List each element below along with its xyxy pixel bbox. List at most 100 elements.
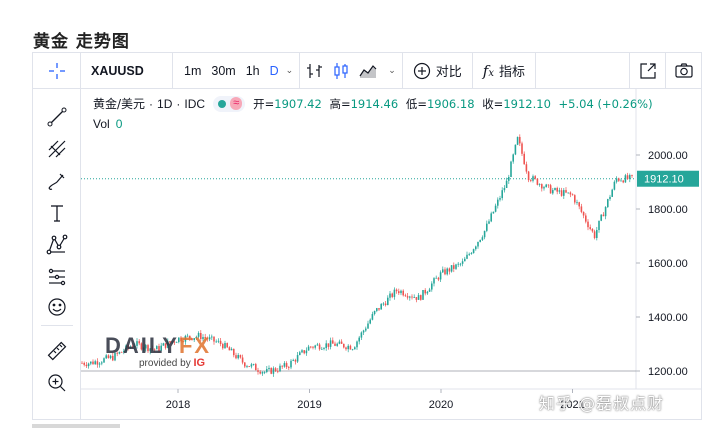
- candle-body: [98, 363, 101, 365]
- indicators-button[interactable]: fx 指标: [473, 52, 536, 89]
- candle-body: [312, 346, 314, 348]
- legend-interval: 1D: [157, 96, 173, 111]
- brush-tool[interactable]: [45, 169, 69, 193]
- chart-pane[interactable]: 2000.00 1800.00 1600.00 1400.00 1200.00 2018 2…: [81, 89, 701, 419]
- candle-body: [593, 231, 596, 238]
- compare-label: 对比: [435, 64, 462, 79]
- candle-body: [175, 342, 178, 343]
- text-tool[interactable]: [45, 201, 69, 225]
- candle-body: [486, 223, 488, 231]
- interval-1m[interactable]: 1m: [184, 63, 202, 78]
- candle-body: [376, 308, 378, 311]
- candle-body: [156, 346, 158, 350]
- legend-status-pill[interactable]: ≈: [213, 95, 246, 112]
- candle-body: [173, 341, 176, 343]
- candle-body: [92, 361, 94, 365]
- candle-body: [332, 340, 334, 344]
- chevron-down-icon[interactable]: ⌄: [388, 65, 396, 75]
- candle-body: [611, 189, 613, 197]
- crosshair-tool-button[interactable]: [33, 52, 81, 89]
- candle-body: [189, 335, 191, 339]
- candle-body: [488, 221, 490, 224]
- brush-icon: [48, 173, 65, 190]
- zoom-in-icon: [48, 374, 66, 392]
- symbol-search-button[interactable]: XAUUSD: [81, 52, 173, 89]
- candle-body: [215, 341, 217, 343]
- compare-button[interactable]: 对比: [403, 52, 473, 89]
- candle-body: [211, 336, 213, 338]
- candle-body: [481, 237, 484, 240]
- candle-body: [369, 319, 371, 324]
- candle-body: [164, 343, 167, 348]
- interval-1h[interactable]: 1h: [245, 63, 260, 78]
- candle-body: [591, 228, 594, 232]
- bar-chart-type-icon[interactable]: [306, 61, 324, 81]
- emoji-tool[interactable]: [45, 295, 69, 319]
- candle-body: [585, 215, 587, 222]
- candle-body: [127, 345, 129, 348]
- chart-widget: XAUUSD 1m 30m 1h D ⌄ ⌄ 对比 fx 指标: [32, 52, 702, 420]
- candle-body: [523, 153, 525, 165]
- candle-body: [602, 214, 605, 217]
- interval-d[interactable]: D: [269, 63, 279, 78]
- candle-body: [314, 345, 316, 348]
- crosshair-icon: [48, 62, 65, 79]
- candle-body: [321, 348, 323, 350]
- candle-body: [85, 364, 88, 367]
- candle-body: [343, 343, 345, 348]
- candle-body: [329, 340, 332, 347]
- candle-body: [318, 344, 321, 350]
- candle-body: [402, 290, 404, 296]
- candle-body: [560, 190, 563, 196]
- candle-body: [345, 347, 347, 350]
- close-value: 1912.10: [503, 96, 551, 111]
- candle-body: [167, 341, 169, 348]
- volume-legend: Vol 0: [93, 117, 122, 131]
- candle-body: [294, 359, 297, 362]
- price-tick-label: 2000.00: [648, 150, 688, 162]
- candle-body: [138, 341, 140, 344]
- zoom-in-tool[interactable]: [45, 371, 69, 395]
- candle-body: [197, 332, 200, 337]
- candle-body: [624, 175, 627, 183]
- candle-body: [618, 178, 620, 181]
- candle-body: [228, 347, 231, 351]
- candle-body: [552, 190, 554, 194]
- candle-body: [180, 337, 182, 342]
- candle-body: [358, 337, 360, 342]
- candle-body: [149, 348, 151, 352]
- low-value: 1906.18: [426, 96, 475, 111]
- fullscreen-button[interactable]: [629, 52, 665, 89]
- screenshot-button[interactable]: [665, 52, 701, 89]
- trend-line-icon: [47, 107, 67, 127]
- candle-body: [631, 175, 633, 176]
- price-tick-label: 1600.00: [648, 258, 688, 270]
- page-scrollbar[interactable]: [32, 424, 120, 428]
- candle-body: [411, 296, 413, 298]
- price-chart[interactable]: 2000.00 1800.00 1600.00 1400.00 1200.00 2018 2…: [81, 89, 701, 419]
- chevron-down-icon[interactable]: ⌄: [285, 65, 294, 75]
- candle-body: [129, 346, 132, 348]
- candles-chart-type-icon[interactable]: [332, 61, 350, 81]
- candle-body: [433, 278, 435, 284]
- trend-line-tool[interactable]: [45, 105, 69, 129]
- candle-body: [356, 341, 358, 348]
- pitchfork-tool[interactable]: [45, 137, 69, 161]
- candle-body: [466, 254, 468, 259]
- candle-body: [230, 348, 233, 351]
- ruler-tool[interactable]: [45, 339, 69, 363]
- candle-body: [222, 343, 224, 349]
- candle-body: [582, 211, 585, 216]
- logo-ig-text: IG: [193, 357, 206, 369]
- candle-body: [424, 289, 426, 294]
- candle-body: [613, 181, 616, 190]
- candle-body: [516, 136, 519, 145]
- candle-body: [347, 345, 349, 350]
- candle-body: [299, 352, 301, 356]
- fib-tool[interactable]: [45, 265, 69, 289]
- interval-30m[interactable]: 30m: [211, 63, 236, 78]
- area-chart-type-icon[interactable]: [358, 61, 378, 81]
- candle-body: [105, 355, 107, 359]
- pattern-tool[interactable]: [45, 233, 69, 257]
- camera-icon: [674, 62, 693, 78]
